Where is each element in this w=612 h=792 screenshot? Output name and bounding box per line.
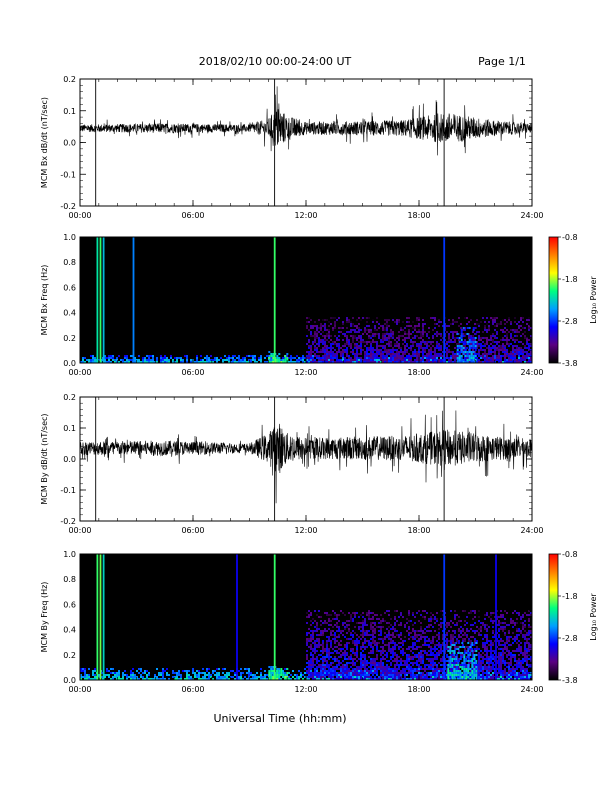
x-tick-label: 18:00: [407, 526, 430, 535]
x-tick-label: 00:00: [68, 685, 91, 694]
y-tick-label: 1.0: [63, 550, 76, 559]
spectrogram-vertical-line: [96, 237, 99, 363]
spectrogram-vertical-line: [99, 237, 102, 363]
y-tick-label: 0.0: [63, 676, 76, 685]
x-tick-label: 24:00: [520, 526, 543, 535]
spectrogram-vertical-line: [273, 237, 276, 363]
spectrogram-vertical-line: [132, 237, 135, 363]
series-line: [80, 86, 532, 156]
colorbar-tick-label: -3.8: [562, 359, 578, 368]
colorbar-tick-label: -2.8: [562, 634, 578, 643]
x-tick-label: 12:00: [294, 526, 317, 535]
x-tick-label: 18:00: [407, 211, 430, 220]
spectrogram-cells: [80, 554, 532, 680]
colorbar: [549, 237, 558, 363]
x-tick-label: 00:00: [68, 211, 91, 220]
x-tick-label: 24:00: [520, 685, 543, 694]
panel-2: 00:00 06:00 12:00 18:00 24:00 1.0 0.8 0.6 0.4 0.2…: [40, 233, 598, 377]
y-tick-label: 0.8: [63, 258, 76, 267]
x-tick-label: 18:00: [407, 368, 430, 377]
x-tick-label: 12:00: [294, 368, 317, 377]
x-tick-label: 00:00: [68, 526, 91, 535]
y-axis-label: MCM Bx dB/dt (nT/sec): [40, 97, 49, 188]
x-tick-label: 12:00: [294, 685, 317, 694]
x-tick-label: 24:00: [520, 368, 543, 377]
spectrogram-vertical-line: [102, 554, 105, 680]
spectrogram-vertical-line: [273, 554, 276, 680]
spectrogram-background: [80, 237, 532, 363]
spectrogram-vertical-line: [102, 237, 105, 363]
colorbar-tick-label: -1.8: [562, 275, 578, 284]
y-tick-label: -0.1: [60, 486, 76, 495]
y-tick-label: 0.1: [63, 107, 76, 116]
colorbar: [549, 554, 558, 680]
y-tick-label: 0.2: [63, 75, 76, 84]
x-tick-label: 12:00: [294, 211, 317, 220]
y-tick-label: 0.0: [63, 455, 76, 464]
x-tick-label: 00:00: [68, 368, 91, 377]
spectrogram-vertical-line: [443, 554, 446, 680]
y-tick-label: 0.1: [63, 424, 76, 433]
panel-3: 00:00 06:00 12:00 18:00 24:00 0.2 0.1 0.0 -0.1 -0…: [40, 393, 544, 535]
spectrogram-vertical-line: [96, 554, 99, 680]
panel-1: 00:00 06:00 12:00 18:00 24:00 0.2 0.1 0.0 -0.1 -0…: [40, 75, 544, 220]
y-tick-label: 0.2: [63, 393, 76, 402]
x-tick-label: 06:00: [181, 526, 204, 535]
spectrogram-cells: [80, 237, 532, 363]
y-tick-label: 1.0: [63, 233, 76, 242]
page-indicator: Page 1/1: [478, 55, 526, 68]
x-tick-label: 18:00: [407, 685, 430, 694]
y-tick-label: 0.8: [63, 575, 76, 584]
colorbar-tick-label: -0.8: [562, 233, 578, 242]
x-axis-title: Universal Time (hh:mm): [214, 712, 347, 725]
y-tick-label: -0.2: [60, 202, 76, 211]
x-tick-label: 06:00: [181, 368, 204, 377]
colorbar-frame: [548, 236, 559, 364]
figure-title: 2018/02/10 00:00-24:00 UT: [199, 55, 352, 68]
y-tick-label: 0.4: [63, 309, 76, 318]
colorbar-tick-label: -0.8: [562, 550, 578, 559]
y-axis-label: MCM By Freq (Hz): [40, 582, 49, 653]
colorbar-tick-label: -3.8: [562, 676, 578, 685]
x-tick-label: 06:00: [181, 211, 204, 220]
x-tick-label: 24:00: [520, 211, 543, 220]
y-tick-label: 0.6: [63, 600, 76, 609]
y-tick-label: 0.0: [63, 139, 76, 148]
plot-background: [80, 79, 532, 206]
y-tick-label: 0.2: [63, 334, 76, 343]
series-line: [80, 410, 532, 504]
colorbar-frame: [548, 553, 559, 681]
spectrogram-vertical-line: [495, 554, 497, 680]
colorbar-tick-label: -2.8: [562, 317, 578, 326]
plot-background: [80, 397, 532, 521]
y-tick-label: 0.0: [63, 359, 76, 368]
y-axis-label: MCM By dB/dt (nT/sec): [40, 413, 49, 504]
y-tick-label: 0.4: [63, 626, 76, 635]
panel-4: 00:00 06:00 12:00 18:00 24:00 1.0 0.8 0.6 0.4 0.2…: [40, 550, 598, 694]
colorbar-label: Log₁₀ Power: [589, 276, 598, 324]
panels-group: 00:00 06:00 12:00 18:00 24:00 0.2 0.1 0.0 -0.1 -0…: [40, 75, 598, 694]
spectrogram-vertical-line: [443, 237, 446, 363]
colorbar-label: Log₁₀ Power: [589, 593, 598, 641]
y-tick-label: -0.1: [60, 170, 76, 179]
y-tick-label: 0.6: [63, 283, 76, 292]
colorbar-tick-label: -1.8: [562, 592, 578, 601]
y-axis-label: MCM Bx Freq (Hz): [40, 265, 49, 336]
y-tick-label: 0.2: [63, 651, 76, 660]
spectrogram-vertical-line: [236, 554, 238, 680]
y-tick-label: -0.2: [60, 517, 76, 526]
spectrogram-vertical-line: [99, 554, 102, 680]
x-tick-label: 06:00: [181, 685, 204, 694]
